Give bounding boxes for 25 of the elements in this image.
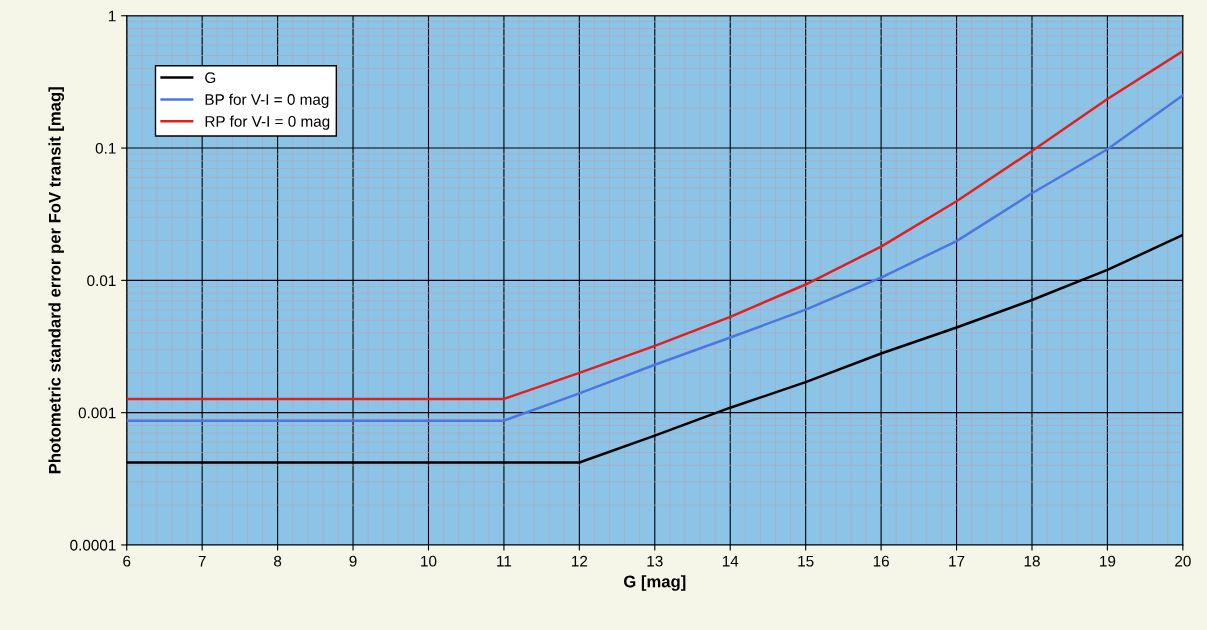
x-tick-label: 16 bbox=[873, 555, 889, 567]
x-tick-label: 14 bbox=[722, 555, 739, 567]
y-tick-label: 0.001 bbox=[78, 407, 116, 419]
x-tick-label: 8 bbox=[274, 555, 282, 567]
x-tick-label: 20 bbox=[1175, 555, 1191, 567]
legend-label: BP for V-I = 0 mag bbox=[205, 93, 329, 108]
x-tick-label: 18 bbox=[1024, 555, 1040, 567]
x-tick-label: 17 bbox=[949, 555, 965, 567]
x-tick-label: 12 bbox=[572, 555, 588, 567]
x-tick-label: 15 bbox=[798, 555, 814, 567]
y-tick-label: 0.0001 bbox=[70, 539, 116, 551]
x-axis-title: G [mag] bbox=[624, 575, 686, 591]
x-tick-label: 10 bbox=[421, 555, 437, 567]
x-tick-label: 11 bbox=[497, 555, 512, 567]
legend-label: G bbox=[205, 72, 216, 84]
y-tick-label: 0.1 bbox=[95, 142, 116, 154]
y-tick-label: 0.01 bbox=[87, 275, 116, 287]
x-tick-label: 19 bbox=[1100, 555, 1116, 567]
x-tick-label: 9 bbox=[349, 555, 357, 567]
y-axis-title: Photometric standard error per FoV transit [mag] bbox=[48, 87, 65, 474]
x-tick-label: 7 bbox=[198, 555, 206, 567]
y-tick-label: 1 bbox=[108, 10, 116, 22]
x-tick-label: 13 bbox=[647, 555, 663, 567]
legend-label: RP for V-I = 0 mag bbox=[205, 115, 330, 130]
x-tick-label: 6 bbox=[123, 555, 131, 567]
